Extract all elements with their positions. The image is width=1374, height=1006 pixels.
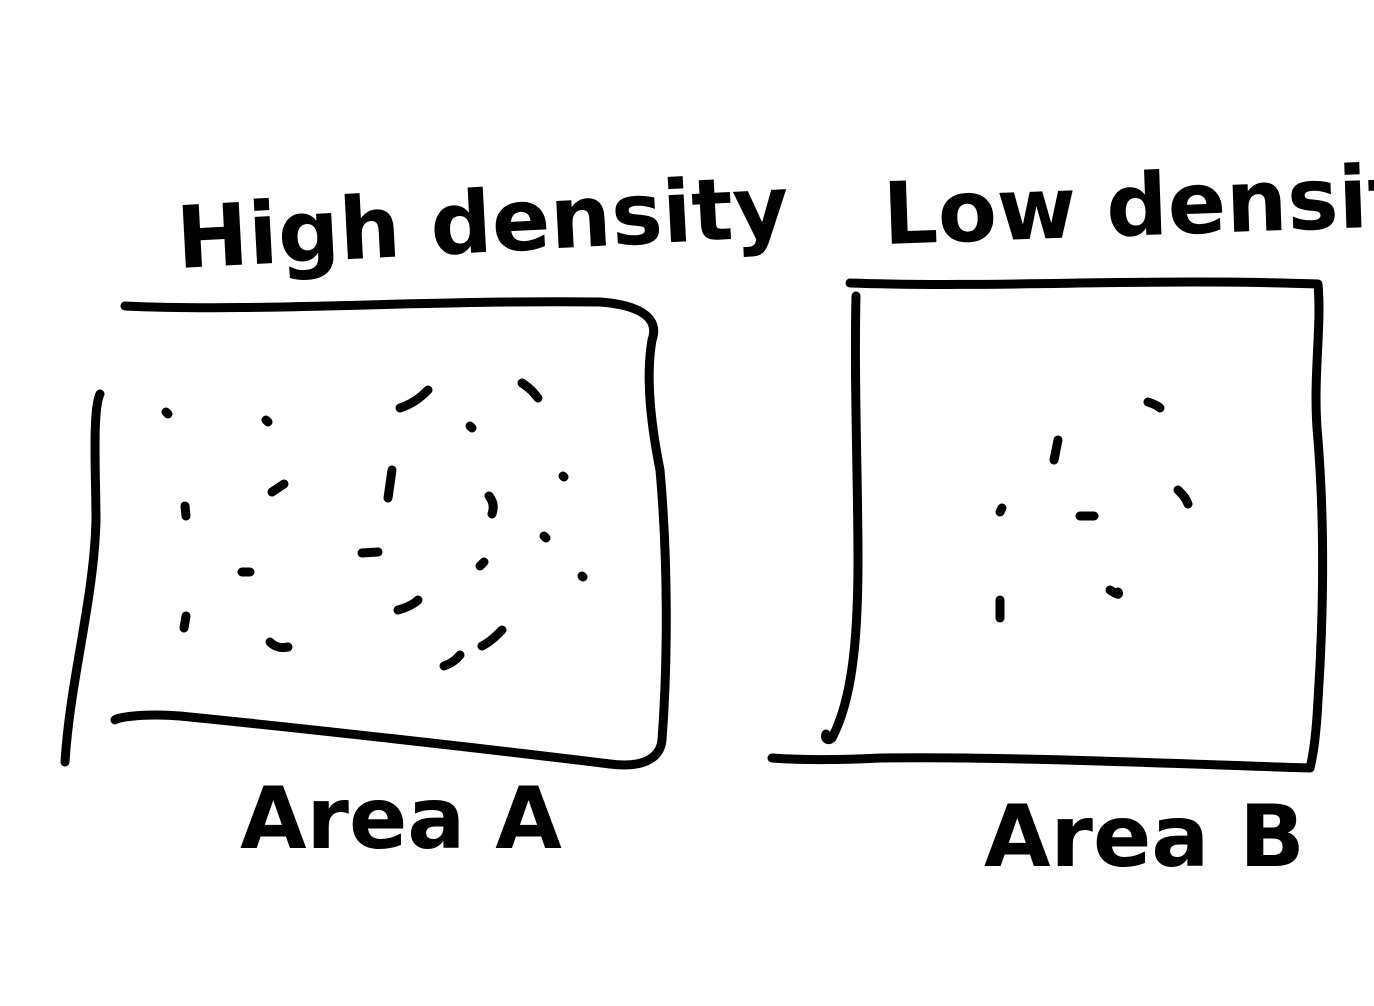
dot — [357, 547, 383, 558]
dot — [475, 557, 489, 571]
dot — [1143, 397, 1165, 413]
area-a-border — [110, 297, 671, 770]
dot — [995, 503, 1007, 517]
dot — [395, 385, 433, 413]
area-a-heading: High density — [174, 157, 792, 289]
dot — [577, 571, 588, 582]
dot — [539, 531, 551, 543]
dot — [383, 465, 397, 503]
area-b-group: Low density Area B — [767, 145, 1374, 887]
dot — [267, 479, 289, 497]
dot — [161, 407, 173, 419]
dot — [439, 650, 465, 671]
area-b-dots — [995, 397, 1193, 623]
dot — [179, 611, 191, 633]
dot — [1173, 485, 1193, 509]
area-a-left-edge — [60, 389, 105, 767]
area-b-heading: Low density — [881, 145, 1374, 265]
dot — [265, 637, 293, 652]
area-a-dots — [161, 378, 588, 671]
dot — [465, 421, 477, 433]
dot — [558, 471, 569, 482]
dot — [1105, 585, 1123, 599]
dot — [393, 595, 423, 615]
dot — [180, 501, 191, 521]
area-b-caption: Area B — [984, 787, 1305, 887]
dot — [477, 625, 507, 651]
area-b-left-edge — [821, 291, 863, 745]
area-a-caption: Area A — [240, 769, 562, 869]
area-b-border — [767, 277, 1328, 773]
dot — [484, 491, 498, 519]
dot — [517, 378, 543, 403]
area-a-group: High density Area A — [60, 157, 792, 869]
dot — [1049, 435, 1063, 465]
dot — [261, 415, 273, 427]
